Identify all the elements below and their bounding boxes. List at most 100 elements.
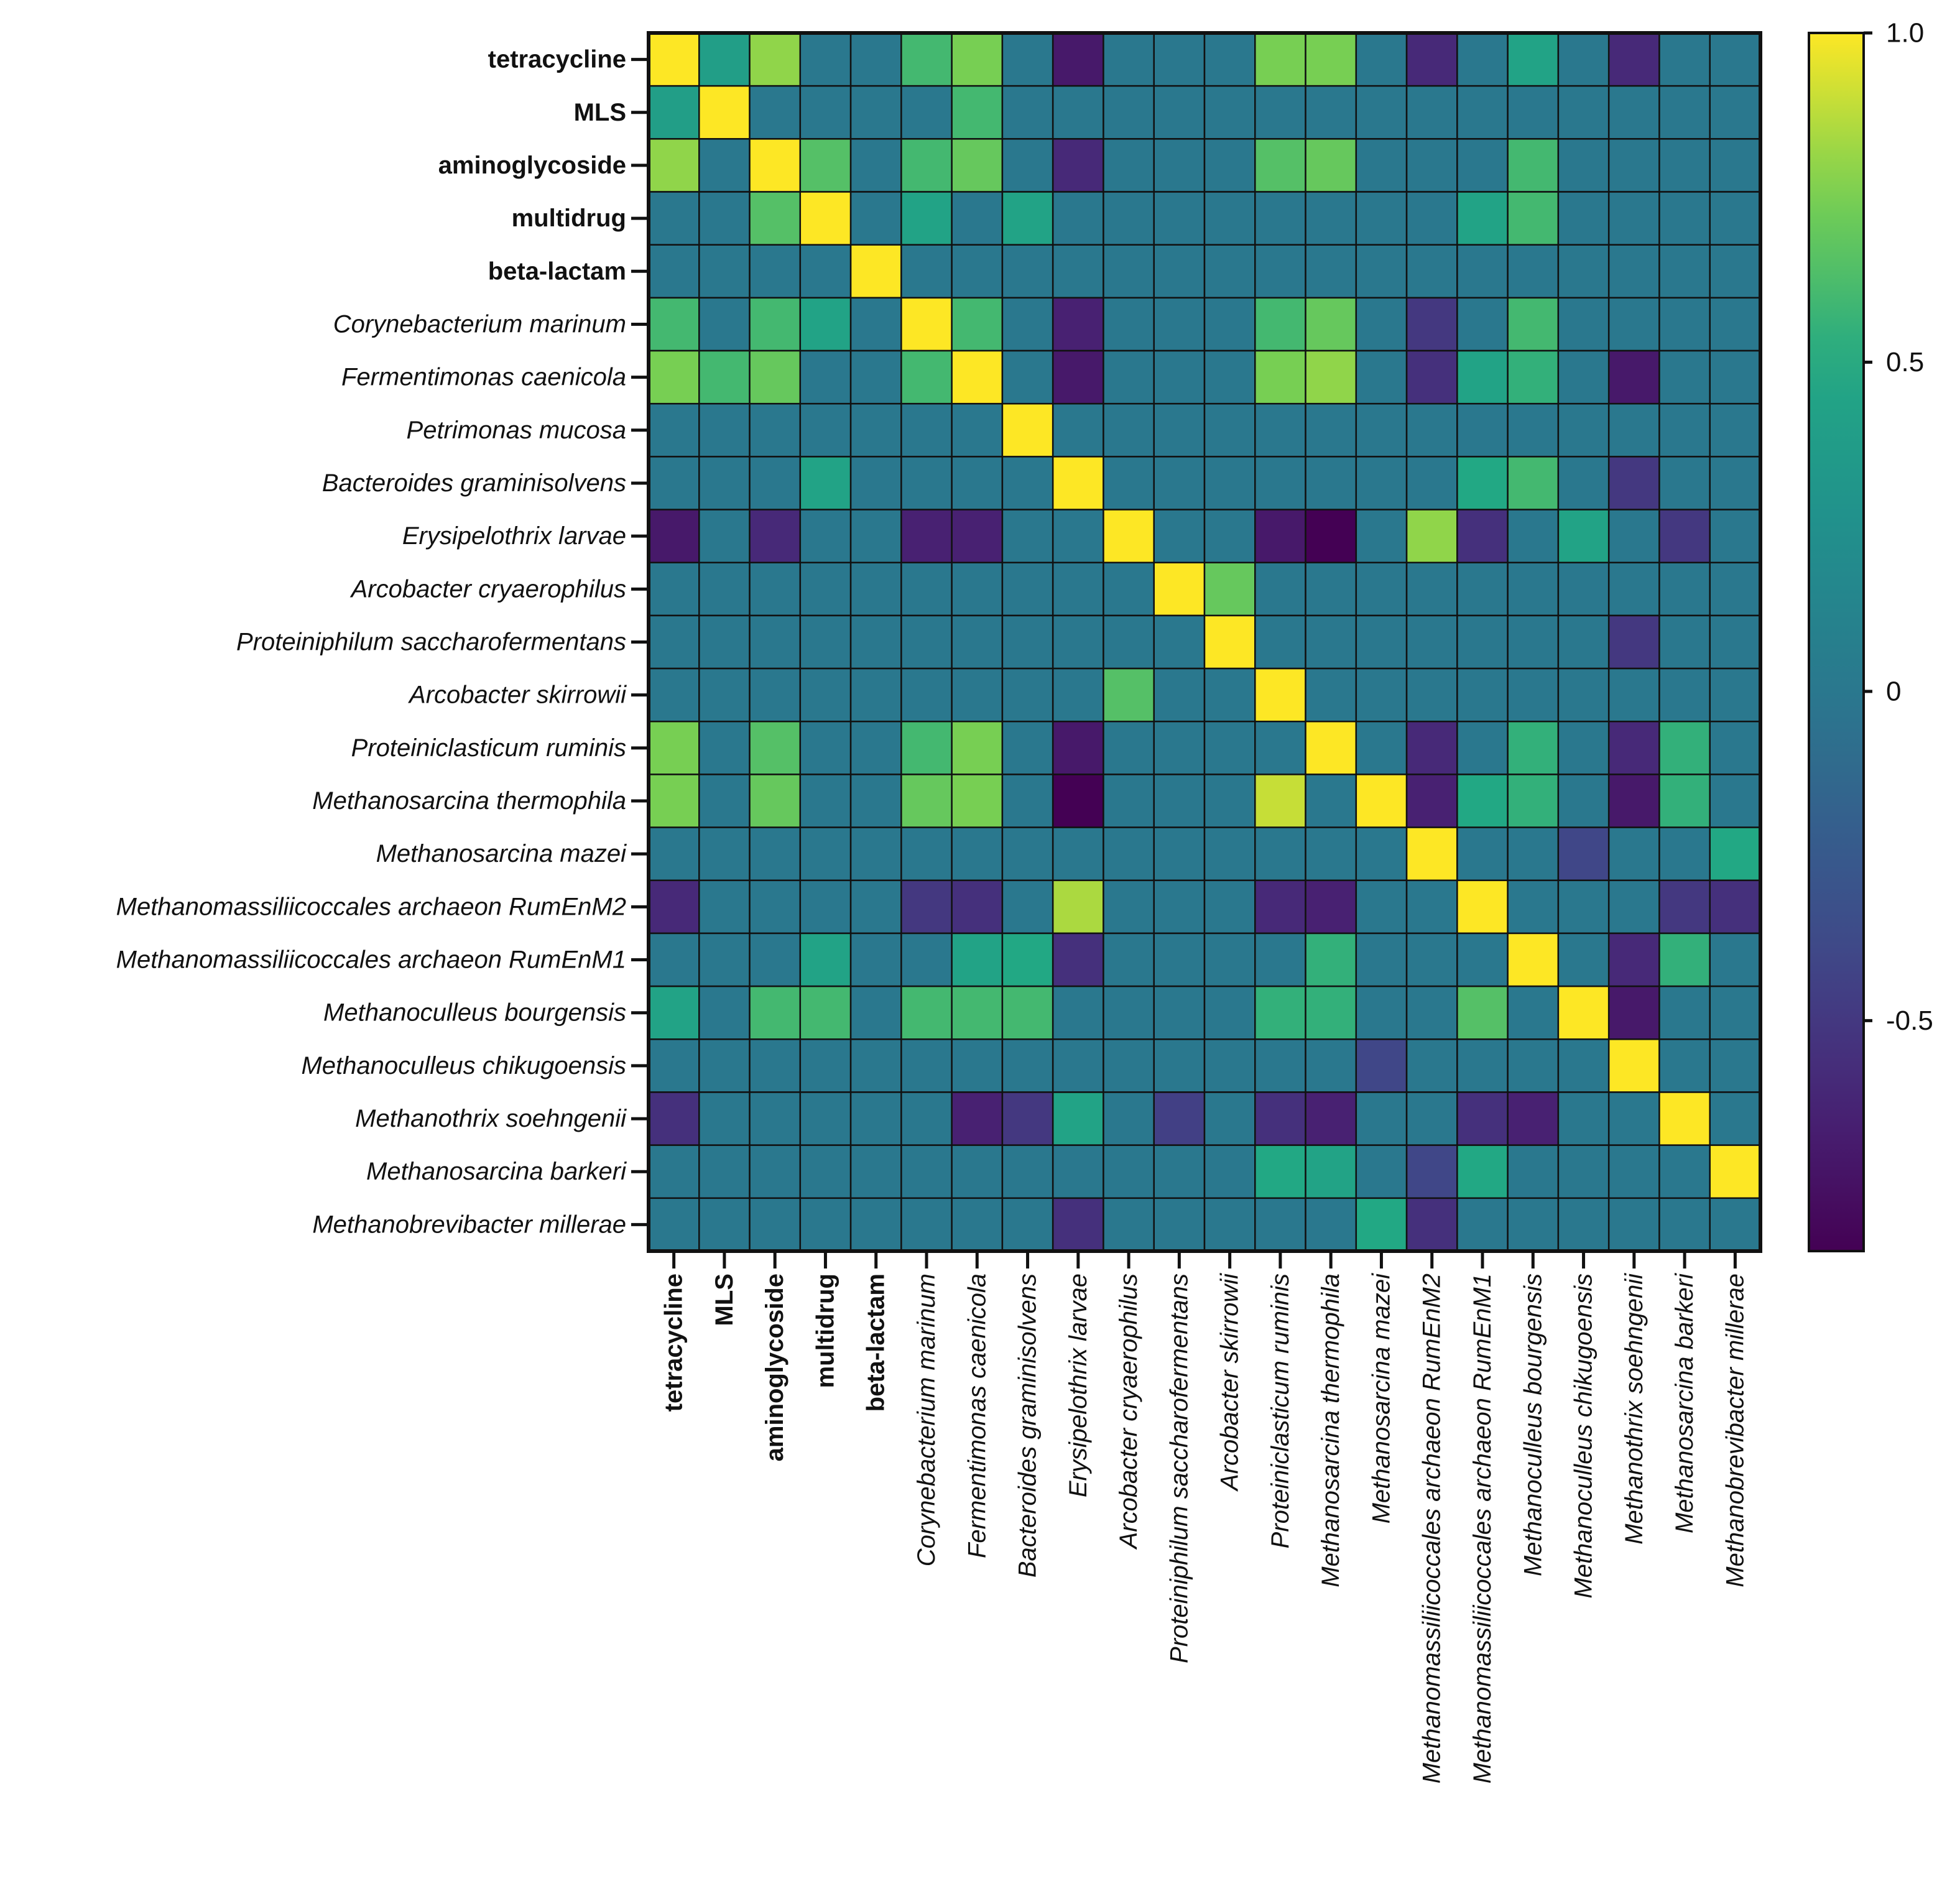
heatmap-cell	[1607, 1038, 1660, 1093]
heatmap-cell	[1254, 456, 1306, 511]
heatmap-cell	[647, 826, 700, 882]
heatmap-cell	[1052, 32, 1104, 87]
heatmap-cell	[1355, 1197, 1408, 1252]
heatmap-cell	[749, 721, 802, 775]
heatmap-cell	[900, 32, 953, 87]
heatmap-cell	[1456, 191, 1509, 246]
heatmap-cell	[1557, 138, 1610, 193]
heatmap-cell	[1507, 1144, 1560, 1199]
heatmap-cell	[749, 138, 802, 193]
heatmap-cell	[1052, 85, 1104, 140]
heatmap-cell	[1355, 1144, 1408, 1199]
heatmap-cell	[1709, 509, 1762, 563]
heatmap-cell	[749, 614, 802, 670]
heatmap-cell	[1607, 774, 1660, 828]
heatmap-cell	[1355, 561, 1408, 617]
heatmap-cell	[1709, 1144, 1762, 1199]
heatmap-cell	[849, 1144, 902, 1199]
heatmap-cell	[1658, 879, 1711, 935]
heatmap-cell	[1001, 774, 1054, 828]
heatmap-cell	[1405, 721, 1458, 775]
heatmap-cell	[749, 1038, 802, 1093]
heatmap-cell	[1456, 721, 1509, 775]
y-tick-label: Fermentimonas caenicola	[341, 364, 626, 391]
heatmap-cell	[1607, 297, 1660, 352]
heatmap-cell	[1607, 561, 1660, 617]
heatmap-cell	[1709, 456, 1762, 511]
heatmap-cell	[1052, 297, 1104, 352]
heatmap-cell	[1052, 561, 1104, 617]
heatmap-cell	[1254, 297, 1306, 352]
heatmap-cell	[900, 456, 953, 511]
heatmap-cell	[1507, 985, 1560, 1040]
heatmap-cell	[1709, 138, 1762, 193]
heatmap-cell	[647, 32, 700, 87]
heatmap-cell	[951, 1038, 1004, 1093]
heatmap-cell	[1709, 561, 1762, 617]
heatmap-cell	[1052, 932, 1104, 987]
heatmap-cell	[749, 1197, 802, 1252]
heatmap-cell	[1103, 32, 1155, 87]
heatmap-cell	[1052, 826, 1104, 882]
heatmap-cell	[1607, 826, 1660, 882]
heatmap-cell	[1001, 191, 1054, 246]
y-tick-label: Methanomassiliicoccales archaeon RumEnM1	[116, 946, 626, 974]
heatmap-cell	[1658, 456, 1711, 511]
heatmap-cell	[1052, 191, 1104, 246]
heatmap-cell	[799, 349, 852, 405]
x-tick-label: Methanosarcina mazei	[1367, 1273, 1395, 1524]
heatmap-cell	[1103, 138, 1155, 193]
heatmap-cell	[1052, 1091, 1104, 1146]
heatmap-cell	[1658, 1144, 1711, 1199]
y-tick-label: tetracycline	[488, 46, 626, 73]
heatmap-cell	[1658, 349, 1711, 405]
heatmap-cell	[1456, 297, 1509, 352]
y-tick-label: Erysipelothrix larvae	[402, 522, 626, 550]
heatmap-cell	[900, 826, 953, 882]
heatmap-cell	[1001, 932, 1054, 987]
heatmap-cell	[799, 1038, 852, 1093]
heatmap-cell	[1254, 138, 1306, 193]
heatmap-cell	[1405, 561, 1458, 617]
heatmap-cell	[1405, 1091, 1458, 1146]
heatmap-cell	[1103, 509, 1155, 563]
heatmap-cell	[1001, 456, 1054, 511]
heatmap-cell	[1203, 191, 1256, 246]
heatmap-cell	[1405, 614, 1458, 670]
heatmap-cell	[1456, 85, 1509, 140]
heatmap-cell	[849, 244, 902, 299]
heatmap-cell	[698, 721, 751, 775]
heatmap-cell	[1305, 402, 1357, 458]
heatmap-cell	[1103, 561, 1155, 617]
heatmap-cell	[1557, 297, 1610, 352]
heatmap-cell	[1305, 1197, 1357, 1252]
heatmap-cell	[647, 456, 700, 511]
heatmap-cell	[1658, 932, 1711, 987]
heatmap-cell	[951, 1144, 1004, 1199]
heatmap-cell	[1405, 349, 1458, 405]
heatmap-cell	[749, 1091, 802, 1146]
x-tick-label: Methanomassiliicoccales archaeon RumEnM1	[1469, 1273, 1496, 1783]
heatmap-cell	[1203, 456, 1256, 511]
heatmap-cell	[1607, 1197, 1660, 1252]
heatmap-cell	[698, 1197, 751, 1252]
heatmap-cell	[1203, 1144, 1256, 1199]
heatmap-cell	[1153, 932, 1206, 987]
y-tick-label: Proteiniphilum saccharofermentans	[236, 629, 626, 656]
y-tick-label: Methanoculleus chikugoensis	[301, 1052, 626, 1079]
heatmap-cell	[849, 456, 902, 511]
heatmap-cell	[951, 138, 1004, 193]
heatmap-cell	[951, 667, 1004, 723]
heatmap-cell	[1607, 138, 1660, 193]
heatmap-cell	[1103, 349, 1155, 405]
heatmap-cell	[698, 774, 751, 828]
heatmap-cell	[1456, 32, 1509, 87]
heatmap-cell	[647, 244, 700, 299]
heatmap-cell	[1557, 244, 1610, 299]
heatmap-cell	[698, 85, 751, 140]
heatmap-cell	[1254, 85, 1306, 140]
heatmap-cell	[1153, 1038, 1206, 1093]
heatmap-cell	[1254, 244, 1306, 299]
heatmap-cell	[1507, 1038, 1560, 1093]
